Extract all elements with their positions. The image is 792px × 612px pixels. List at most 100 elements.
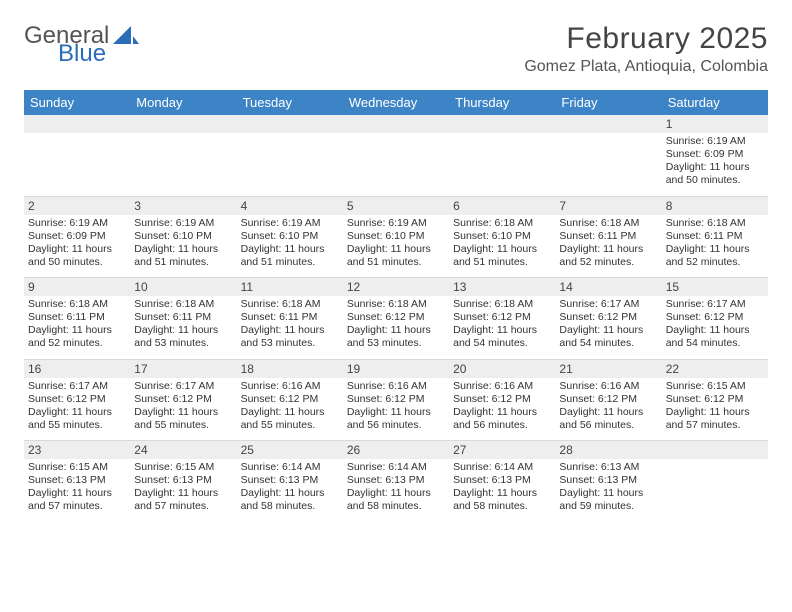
day-details: Sunrise: 6:19 AMSunset: 6:10 PMDaylight:… bbox=[134, 217, 232, 270]
sunrise-line: Sunrise: 6:17 AM bbox=[28, 380, 126, 393]
sunrise-line: Sunrise: 6:16 AM bbox=[241, 380, 339, 393]
sunset-line: Sunset: 6:12 PM bbox=[666, 393, 764, 406]
sunset-line: Sunset: 6:11 PM bbox=[134, 311, 232, 324]
sunrise-line: Sunrise: 6:15 AM bbox=[666, 380, 764, 393]
sunset-line: Sunset: 6:11 PM bbox=[666, 230, 764, 243]
sunrise-line: Sunrise: 6:19 AM bbox=[666, 135, 764, 148]
weekday-header: Saturday bbox=[662, 90, 768, 115]
day-details: Sunrise: 6:17 AMSunset: 6:12 PMDaylight:… bbox=[134, 380, 232, 433]
day-details: Sunrise: 6:19 AMSunset: 6:10 PMDaylight:… bbox=[347, 217, 445, 270]
day-number: 16 bbox=[24, 359, 130, 378]
calendar-cell: 4Sunrise: 6:19 AMSunset: 6:10 PMDaylight… bbox=[237, 196, 343, 278]
daylight-line: Daylight: 11 hours and 52 minutes. bbox=[559, 243, 657, 269]
calendar-cell: 16Sunrise: 6:17 AMSunset: 6:12 PMDayligh… bbox=[24, 359, 130, 441]
day-number: 26 bbox=[343, 440, 449, 459]
day-number: 9 bbox=[24, 277, 130, 296]
calendar-cell bbox=[555, 115, 661, 196]
calendar-cell: 10 Sunrise: 6:18 AMSunset: 6:11 PMDayligh… bbox=[130, 277, 236, 359]
sunrise-line: Sunrise: 6:18 AM bbox=[559, 217, 657, 230]
sunrise-line: Sunrise: 6:18 AM bbox=[134, 298, 232, 311]
day-details: Sunrise: 6:17 AMSunset: 6:12 PMDaylight:… bbox=[559, 298, 657, 351]
day-details: Sunrise: 6:19 AMSunset: 6:09 PMDaylight:… bbox=[666, 135, 764, 188]
sunset-line: Sunset: 6:12 PM bbox=[347, 311, 445, 324]
sunrise-line: Sunrise: 6:14 AM bbox=[347, 461, 445, 474]
sunset-line: Sunset: 6:12 PM bbox=[134, 393, 232, 406]
day-number: 19 bbox=[343, 359, 449, 378]
daylight-line: Daylight: 11 hours and 53 minutes. bbox=[241, 324, 339, 350]
weekday-header: Monday bbox=[130, 90, 236, 115]
sunrise-line: Sunrise: 6:16 AM bbox=[559, 380, 657, 393]
daylight-line: Daylight: 11 hours and 58 minutes. bbox=[453, 487, 551, 513]
daylight-line: Daylight: 11 hours and 51 minutes. bbox=[134, 243, 232, 269]
day-number bbox=[449, 115, 555, 133]
daylight-line: Daylight: 11 hours and 55 minutes. bbox=[28, 406, 126, 432]
brand-text-blue: Blue bbox=[58, 42, 139, 66]
daylight-line: Daylight: 11 hours and 54 minutes. bbox=[559, 324, 657, 350]
daylight-line: Daylight: 11 hours and 53 minutes. bbox=[134, 324, 232, 350]
day-number: 11 bbox=[237, 277, 343, 296]
calendar-cell bbox=[130, 115, 236, 196]
sunrise-line: Sunrise: 6:15 AM bbox=[134, 461, 232, 474]
calendar-cell: 13 Sunrise: 6:18 AMSunset: 6:12 PMDayligh… bbox=[449, 277, 555, 359]
weekday-header: Sunday bbox=[24, 90, 130, 115]
calendar-cell: 23Sunrise: 6:15 AMSunset: 6:13 PMDayligh… bbox=[24, 440, 130, 522]
sunset-line: Sunset: 6:12 PM bbox=[666, 311, 764, 324]
sunrise-line: Sunrise: 6:17 AM bbox=[134, 380, 232, 393]
sunset-line: Sunset: 6:12 PM bbox=[347, 393, 445, 406]
sunset-line: Sunset: 6:12 PM bbox=[559, 311, 657, 324]
day-number: 10 bbox=[130, 277, 236, 296]
sunset-line: Sunset: 6:12 PM bbox=[241, 393, 339, 406]
weekday-header: Thursday bbox=[449, 90, 555, 115]
daylight-line: Daylight: 11 hours and 55 minutes. bbox=[134, 406, 232, 432]
sunrise-line: Sunrise: 6:19 AM bbox=[134, 217, 232, 230]
sunset-line: Sunset: 6:11 PM bbox=[559, 230, 657, 243]
sunrise-line: Sunrise: 6:18 AM bbox=[241, 298, 339, 311]
daylight-line: Daylight: 11 hours and 53 minutes. bbox=[347, 324, 445, 350]
day-number: 27 bbox=[449, 440, 555, 459]
day-number: 21 bbox=[555, 359, 661, 378]
daylight-line: Daylight: 11 hours and 52 minutes. bbox=[28, 324, 126, 350]
day-details: Sunrise: 6:15 AMSunset: 6:13 PMDaylight:… bbox=[134, 461, 232, 514]
sunrise-line: Sunrise: 6:19 AM bbox=[347, 217, 445, 230]
page-header: General Blue February 2025 Gomez Plata, … bbox=[24, 22, 768, 76]
day-details: Sunrise: 6:18 AMSunset: 6:12 PMDaylight:… bbox=[347, 298, 445, 351]
sunset-line: Sunset: 6:13 PM bbox=[453, 474, 551, 487]
calendar-cell bbox=[24, 115, 130, 196]
day-number bbox=[24, 115, 130, 133]
weekday-header-row: SundayMondayTuesdayWednesdayThursdayFrid… bbox=[24, 90, 768, 115]
calendar-cell: 24Sunrise: 6:15 AMSunset: 6:13 PMDayligh… bbox=[130, 440, 236, 522]
day-number: 14 bbox=[555, 277, 661, 296]
calendar-cell: 18Sunrise: 6:16 AMSunset: 6:12 PMDayligh… bbox=[237, 359, 343, 441]
sunset-line: Sunset: 6:12 PM bbox=[559, 393, 657, 406]
day-details: Sunrise: 6:14 AMSunset: 6:13 PMDaylight:… bbox=[347, 461, 445, 514]
day-number: 13 bbox=[449, 277, 555, 296]
day-number: 3 bbox=[130, 196, 236, 215]
calendar-cell: 22Sunrise: 6:15 AMSunset: 6:12 PMDayligh… bbox=[662, 359, 768, 441]
day-details: Sunrise: 6:18 AMSunset: 6:12 PMDaylight:… bbox=[453, 298, 551, 351]
sunrise-line: Sunrise: 6:16 AM bbox=[347, 380, 445, 393]
calendar-cell bbox=[449, 115, 555, 196]
day-number: 12 bbox=[343, 277, 449, 296]
day-number: 23 bbox=[24, 440, 130, 459]
sunrise-line: Sunrise: 6:18 AM bbox=[28, 298, 126, 311]
calendar-cell: 9Sunrise: 6:18 AMSunset: 6:11 PMDaylight… bbox=[24, 277, 130, 359]
day-number bbox=[555, 115, 661, 133]
sunset-line: Sunset: 6:09 PM bbox=[28, 230, 126, 243]
calendar-cell: 7Sunrise: 6:18 AMSunset: 6:11 PMDaylight… bbox=[555, 196, 661, 278]
sunset-line: Sunset: 6:10 PM bbox=[134, 230, 232, 243]
sunrise-line: Sunrise: 6:18 AM bbox=[453, 217, 551, 230]
sunset-line: Sunset: 6:11 PM bbox=[241, 311, 339, 324]
calendar-cell: 12 Sunrise: 6:18 AMSunset: 6:12 PMDayligh… bbox=[343, 277, 449, 359]
day-details: Sunrise: 6:16 AMSunset: 6:12 PMDaylight:… bbox=[347, 380, 445, 433]
day-details: Sunrise: 6:19 AMSunset: 6:09 PMDaylight:… bbox=[28, 217, 126, 270]
calendar-week-row: 23Sunrise: 6:15 AMSunset: 6:13 PMDayligh… bbox=[24, 440, 768, 522]
daylight-line: Daylight: 11 hours and 54 minutes. bbox=[666, 324, 764, 350]
day-details: Sunrise: 6:13 AMSunset: 6:13 PMDaylight:… bbox=[559, 461, 657, 514]
sunrise-line: Sunrise: 6:19 AM bbox=[241, 217, 339, 230]
calendar-cell: 3 Sunrise: 6:19 AMSunset: 6:10 PMDaylight… bbox=[130, 196, 236, 278]
calendar-cell: 26 Sunrise: 6:14 AMSunset: 6:13 PMDayligh… bbox=[343, 440, 449, 522]
calendar-cell: 6Sunrise: 6:18 AMSunset: 6:10 PMDaylight… bbox=[449, 196, 555, 278]
calendar-cell bbox=[343, 115, 449, 196]
calendar-cell: 19 Sunrise: 6:16 AMSunset: 6:12 PMDayligh… bbox=[343, 359, 449, 441]
sunrise-line: Sunrise: 6:18 AM bbox=[453, 298, 551, 311]
